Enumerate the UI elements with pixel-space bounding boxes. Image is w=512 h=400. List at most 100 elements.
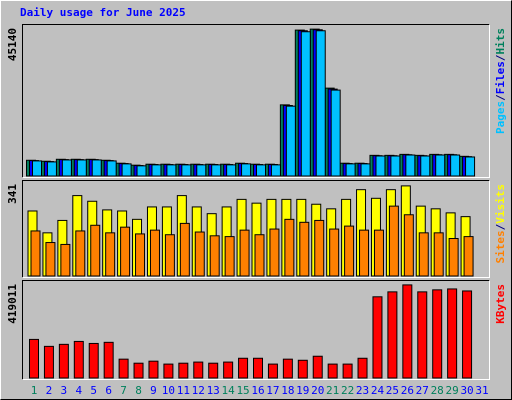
bar <box>118 358 129 379</box>
bar <box>196 164 207 177</box>
bar <box>88 342 99 379</box>
bar <box>373 229 384 277</box>
bar <box>253 357 263 379</box>
bar <box>402 284 413 379</box>
legend-entry: Hits <box>494 28 507 55</box>
bar <box>32 160 42 177</box>
x-tick-label: 13 <box>207 384 220 397</box>
bar <box>372 296 383 379</box>
bar <box>103 341 114 379</box>
panel-shadow <box>22 24 490 178</box>
bar <box>120 226 131 277</box>
y-tick-label: 45140 <box>6 28 19 61</box>
x-tick-label: 27 <box>416 384 429 397</box>
bar <box>448 237 459 277</box>
bar <box>91 159 102 177</box>
bar <box>359 229 370 277</box>
legend-entry: Files <box>494 61 507 94</box>
panel-light <box>22 24 490 178</box>
bar <box>329 228 340 277</box>
bar <box>241 163 252 177</box>
bar <box>463 236 474 277</box>
bar <box>447 288 458 379</box>
bar <box>105 232 116 277</box>
bar <box>223 361 234 379</box>
x-tick-label: 24 <box>371 384 385 397</box>
bar <box>462 290 473 379</box>
bar <box>405 154 416 177</box>
panel-light <box>22 280 490 380</box>
bar <box>76 159 87 177</box>
y-tick-label: 419011 <box>6 284 19 324</box>
bar <box>256 164 266 177</box>
bar <box>151 164 162 177</box>
legend: Sites/Visits <box>494 184 507 264</box>
x-tick-label: 1 <box>31 384 38 397</box>
x-tick-label: 31 <box>475 384 488 397</box>
bar <box>433 232 444 277</box>
bar <box>181 164 192 177</box>
bar <box>435 154 446 177</box>
bar <box>315 30 326 177</box>
bar <box>135 233 146 277</box>
bar <box>299 221 310 277</box>
x-tick-label: 16 <box>251 384 264 397</box>
x-tick-label: 26 <box>401 384 414 397</box>
bar <box>360 163 371 177</box>
bar <box>224 236 235 277</box>
bar <box>211 164 222 177</box>
bar <box>45 242 56 277</box>
bar <box>148 360 159 379</box>
x-tick-label: 18 <box>281 384 294 397</box>
panel-shadow <box>22 280 490 380</box>
legend-entry: Pages <box>494 101 507 134</box>
bar <box>46 161 57 177</box>
bar <box>61 159 72 177</box>
bar <box>375 155 386 177</box>
x-tick-label: 23 <box>356 384 369 397</box>
bar <box>60 243 71 277</box>
bar <box>194 231 205 277</box>
bar <box>300 31 311 177</box>
bar <box>297 359 308 379</box>
bar <box>226 164 237 177</box>
bar <box>75 230 86 277</box>
x-tick-label: 21 <box>326 384 339 397</box>
legend-separator: / <box>494 94 507 101</box>
bar <box>208 362 219 379</box>
x-tick-label: 4 <box>75 384 82 397</box>
bar <box>30 230 41 277</box>
bar <box>121 163 132 177</box>
bar <box>267 363 278 379</box>
bar <box>285 105 296 177</box>
bar <box>73 340 84 379</box>
x-tick-label: 9 <box>150 384 157 397</box>
bar <box>387 291 398 379</box>
legend-separator: / <box>494 223 507 230</box>
bar <box>179 222 190 277</box>
bar <box>420 155 431 177</box>
bar <box>239 229 250 277</box>
bar <box>450 154 461 177</box>
bar <box>29 338 39 379</box>
x-tick-label: 2 <box>46 384 53 397</box>
legend-entry: Visits <box>494 184 507 224</box>
bar <box>390 155 401 177</box>
bar <box>327 363 338 379</box>
bar <box>270 164 281 177</box>
bar <box>330 89 341 177</box>
bar <box>312 355 323 379</box>
x-tick-label: 19 <box>296 384 309 397</box>
bar <box>403 214 414 277</box>
x-tick-label: 29 <box>446 384 459 397</box>
x-tick-label: 28 <box>431 384 444 397</box>
bar <box>238 357 249 379</box>
bar <box>284 218 295 277</box>
bar <box>43 345 54 379</box>
x-tick-label: 15 <box>236 384 249 397</box>
bar <box>269 228 280 277</box>
x-tick-label: 6 <box>105 384 112 397</box>
bar <box>254 234 265 277</box>
